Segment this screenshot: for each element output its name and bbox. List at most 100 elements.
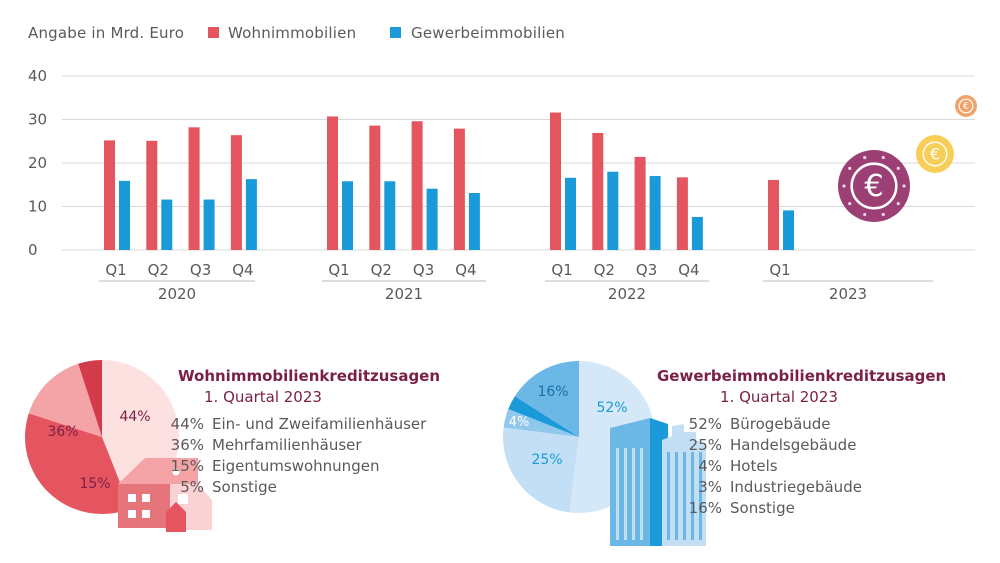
euro-symbol: € xyxy=(963,101,969,112)
house-small xyxy=(166,502,186,532)
pie-gewerbe-title: Gewerbeimmobilienkreditzusagen xyxy=(657,367,947,385)
legend-swatch-wohn xyxy=(208,27,219,38)
bar-gewerbeimmobilien xyxy=(607,171,619,250)
pie-gewerbe-row: 3% Industriegebäude xyxy=(698,478,862,496)
x-tick-label: Q3 xyxy=(636,261,657,279)
pie-wohn-row: 15% Eigentumswohnungen xyxy=(170,457,380,475)
pie-wohn-pct-label: 36% xyxy=(47,424,78,440)
x-tick-label: Q2 xyxy=(371,261,392,279)
coin-star xyxy=(863,212,867,217)
house-front xyxy=(118,484,170,528)
coin-star xyxy=(881,155,885,160)
coin-star xyxy=(848,166,852,170)
bar-gewerbeimmobilien xyxy=(342,181,353,250)
y-tick-label: 10 xyxy=(28,198,47,216)
building-window xyxy=(691,452,694,540)
house-window xyxy=(142,494,150,502)
building-window xyxy=(632,448,635,540)
coin-star xyxy=(896,202,900,206)
bar-wohnimmobilien xyxy=(104,140,115,250)
y-tick-label: 40 xyxy=(28,67,47,85)
x-tick-label: Q1 xyxy=(551,261,572,279)
bar-gewerbeimmobilien xyxy=(119,180,130,250)
pie-gewerbe-pct-label: 52% xyxy=(596,400,627,416)
house-window xyxy=(142,510,150,518)
pie-wohn-row: 5% Sonstige xyxy=(180,478,277,496)
bar-gewerbeimmobilien xyxy=(691,216,703,250)
building-window xyxy=(640,448,643,540)
bar-wohnimmobilien xyxy=(369,125,381,250)
house-window xyxy=(178,494,188,504)
bar-gewerbeimmobilien xyxy=(203,199,215,250)
pie-gewerbe-pct-label: 16% xyxy=(537,384,568,400)
coin-star xyxy=(896,166,900,170)
building-window xyxy=(675,452,678,540)
house-window xyxy=(128,494,136,502)
x-tick-label: Q3 xyxy=(413,261,434,279)
bar-wohnimmobilien xyxy=(768,179,779,250)
coin-star xyxy=(881,212,885,217)
pie-wohn-slice xyxy=(78,360,102,437)
coin-ring xyxy=(958,98,974,114)
pie-wohn-row: 44% Ein- und Zweifamilienhäuser xyxy=(170,415,427,433)
bar-wohnimmobilien xyxy=(188,127,200,250)
x-tick-label: Q1 xyxy=(105,261,126,279)
pie-wohn-slice xyxy=(28,363,103,437)
bar-wohnimmobilien xyxy=(327,116,338,250)
x-tick-label: Q4 xyxy=(678,261,699,279)
x-tick-label: Q1 xyxy=(328,261,349,279)
pie-gewerbe-pct-label: 25% xyxy=(531,452,562,468)
unit-label: Angabe in Mrd. Euro xyxy=(28,24,185,42)
bar-gewerbeimmobilien xyxy=(161,199,173,250)
pie-gewerbe-row: 52% Bürogebäude xyxy=(688,415,831,433)
coin-star xyxy=(902,184,906,188)
pie-wohn-row: 36% Mehrfamilienhäuser xyxy=(170,436,362,454)
pie-gewerbe-row: 4% Hotels xyxy=(698,457,778,475)
building-window xyxy=(683,452,686,540)
pie-wohn-subtitle: 1. Quartal 2023 xyxy=(204,388,322,406)
house-window xyxy=(128,510,136,518)
bar-wohnimmobilien xyxy=(453,128,465,250)
y-tick-label: 30 xyxy=(28,111,47,129)
coin-body xyxy=(916,135,954,173)
building-window xyxy=(667,452,670,540)
x-tick-label: Q2 xyxy=(594,261,615,279)
year-label: 2020 xyxy=(158,285,196,303)
pie-wohn-pct-label: 15% xyxy=(79,476,110,492)
year-label: 2023 xyxy=(829,285,867,303)
coin-ring xyxy=(850,162,898,210)
legend-gewerbeimmobilien: Gewerbeimmobilien xyxy=(411,24,565,42)
bar-wohnimmobilien xyxy=(230,135,242,250)
pie-gewerbe-slice xyxy=(514,361,579,437)
bar-gewerbeimmobilien xyxy=(384,181,396,250)
pie-gewerbe-slice xyxy=(508,396,579,437)
legend-wohnimmobilien: Wohnimmobilien xyxy=(228,24,357,42)
bar-wohnimmobilien xyxy=(550,112,561,250)
bar-gewerbeimmobilien xyxy=(783,210,794,250)
bar-gewerbeimmobilien xyxy=(565,177,576,250)
building-icon xyxy=(610,418,706,546)
pie-gewerbe-pct-label: 4% xyxy=(509,415,530,430)
bar-wohnimmobilien xyxy=(146,140,158,250)
bar-wohnimmobilien xyxy=(634,156,646,250)
coin-body xyxy=(838,150,910,222)
euro-symbol: € xyxy=(864,169,883,204)
year-label: 2022 xyxy=(608,285,646,303)
pie-gewerbe-subtitle: 1. Quartal 2023 xyxy=(720,388,838,406)
coin-body xyxy=(955,95,977,117)
bar-gewerbeimmobilien xyxy=(245,179,257,250)
year-label: 2021 xyxy=(385,285,423,303)
x-tick-label: Q4 xyxy=(232,261,253,279)
pie-wohn-pct-label: 44% xyxy=(119,409,150,425)
x-tick-label: Q4 xyxy=(455,261,476,279)
house-icon xyxy=(118,458,212,532)
pie-gewerbe-row: 16% Sonstige xyxy=(688,499,795,517)
coin-euro-icon: € xyxy=(838,150,910,222)
pie-gewerbe-row: 25% Handelsgebäude xyxy=(688,436,857,454)
building-window xyxy=(616,448,619,540)
x-tick-label: Q3 xyxy=(190,261,211,279)
pie-wohn-slice xyxy=(24,413,131,514)
building-window xyxy=(699,452,702,540)
pie-gewerbe-slice xyxy=(503,409,579,437)
